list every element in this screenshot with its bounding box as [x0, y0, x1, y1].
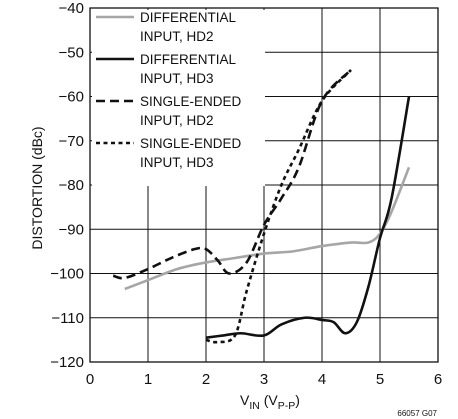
x-tick-label: 0	[86, 371, 94, 388]
figure-id: 66057 G07	[397, 409, 437, 418]
y-tick-label: −40	[59, 0, 84, 17]
tick-labels: 0 1 2 3 4 5 6 −40 −50 −60 −70 −80 −90 −100 −110 −120	[50, 0, 442, 388]
x-axis-label-close: )	[295, 392, 300, 408]
y-tick-label: −80	[59, 177, 84, 194]
y-tick-label: −100	[50, 266, 84, 283]
x-axis-label-open: (V	[260, 392, 279, 408]
legend-background	[92, 10, 265, 186]
x-axis-label-main-sub: IN	[249, 400, 260, 412]
y-tick-label: −110	[51, 310, 84, 327]
x-axis-label: VIN (VP-P)	[240, 392, 300, 412]
legend-label: INPUT, HD2	[140, 113, 214, 128]
x-tick-label: 3	[260, 371, 268, 388]
x-axis-label-unit-sub: P-P	[278, 400, 296, 412]
x-axis-label-main: V	[240, 392, 250, 408]
legend-label: SINGLE-ENDED	[140, 136, 242, 151]
series-line-2	[205, 96, 411, 339]
x-tick-label: 1	[144, 371, 152, 388]
legend-label: DIFFERENTIAL	[140, 10, 237, 25]
legend-label: DIFFERENTIAL	[140, 52, 237, 67]
legend-label: SINGLE-ENDED	[140, 94, 242, 109]
legend-label: INPUT, HD3	[140, 155, 214, 170]
x-tick-label: 4	[318, 371, 326, 388]
x-tick-label: 6	[434, 371, 442, 388]
legend-label: INPUT, HD3	[140, 71, 214, 86]
y-axis-label: DISTORTION (dBc)	[29, 126, 45, 249]
series-line-4	[205, 69, 352, 344]
legend: DIFFERENTIAL INPUT, HD2 DIFFERENTIAL INPUT,…	[92, 10, 265, 186]
legend-label: INPUT, HD2	[140, 29, 214, 44]
y-tick-label: −70	[59, 133, 84, 150]
x-tick-label: 2	[202, 371, 210, 388]
x-tick-label: 5	[376, 371, 384, 388]
y-tick-label: −120	[50, 354, 84, 371]
series-layer	[112, 69, 411, 344]
y-tick-label: −90	[59, 221, 84, 238]
plot-frame	[89, 7, 439, 363]
y-tick-label: −50	[59, 44, 84, 61]
y-tick-label: −60	[59, 89, 84, 106]
series-line-3	[112, 69, 352, 280]
